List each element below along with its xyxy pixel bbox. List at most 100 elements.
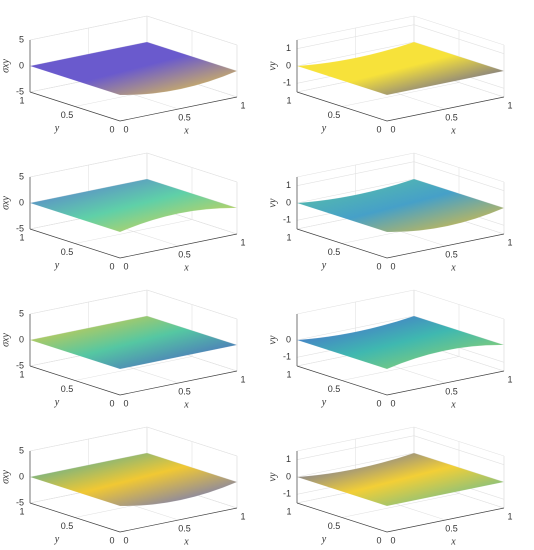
y-tick-label: 0 <box>109 398 114 408</box>
grid-line <box>341 493 460 518</box>
y-tick-label: 0 <box>109 535 114 545</box>
y-axis-label: y <box>54 534 60 545</box>
x-tick-label: 0 <box>390 124 395 134</box>
y-tick-label: 0.5 <box>328 110 341 120</box>
y-tick-label: 1 <box>286 232 291 242</box>
z-axis-label: σxy <box>0 196 11 210</box>
x-tick-label: 0.5 <box>178 112 191 122</box>
z-tick-label: -1 <box>283 489 291 499</box>
y-tick-label: 0.5 <box>328 247 341 257</box>
y-tick-label: 1 <box>286 506 291 516</box>
panel: -1 0 1 0 0.5 1 0 0.5 1 x y vy <box>267 15 513 136</box>
y-tick-label: 0.5 <box>328 384 341 394</box>
y-tick-label: 1 <box>19 506 24 516</box>
z-axis-label: σxy <box>0 59 11 73</box>
z-tick-label: 0 <box>19 197 24 207</box>
z-tick-label: 0 <box>19 471 24 481</box>
z-axis-label: vy <box>267 472 278 481</box>
z-tick-label: 0 <box>286 334 291 344</box>
z-axis-label: vy <box>267 61 278 70</box>
grid-line <box>341 82 460 107</box>
y-tick-label: 1 <box>19 369 24 379</box>
x-axis <box>386 370 505 396</box>
x-axis-label: x <box>450 125 456 136</box>
z-tick-label: -1 <box>283 78 291 88</box>
x-axis <box>119 96 238 122</box>
panel: -5 0 5 0 0.5 1 0 0.5 1 x y σxy <box>0 426 246 547</box>
y-axis <box>296 228 388 259</box>
x-tick-label: 0.5 <box>445 386 458 396</box>
y-tick-label: 0 <box>376 535 381 545</box>
surface <box>296 178 505 233</box>
surface <box>29 452 238 507</box>
x-tick-label: 1 <box>507 511 512 521</box>
z-tick-label: 0 <box>286 197 291 207</box>
y-axis-label: y <box>321 260 327 271</box>
x-axis-label: x <box>183 125 189 136</box>
z-tick-label: 1 <box>286 180 291 190</box>
x-tick-label: 1 <box>240 237 245 247</box>
y-axis <box>296 91 388 122</box>
x-tick-label: 1 <box>507 100 512 110</box>
x-axis <box>119 233 238 259</box>
y-tick-label: 0 <box>109 261 114 271</box>
y-axis <box>296 502 388 533</box>
x-tick-label: 1 <box>240 100 245 110</box>
x-tick-label: 0.5 <box>445 523 458 533</box>
z-axis-label: σxy <box>0 470 11 484</box>
x-tick-label: 1 <box>507 374 512 384</box>
panel: -5 0 5 0 0.5 1 0 0.5 1 x y σxy <box>0 289 246 410</box>
y-axis-label: y <box>54 123 60 134</box>
x-tick-label: 1 <box>507 237 512 247</box>
surface <box>29 315 238 370</box>
x-tick-label: 0 <box>390 261 395 271</box>
x-tick-label: 0 <box>123 398 128 408</box>
x-axis-label: x <box>183 399 189 410</box>
y-tick-label: 0 <box>376 124 381 134</box>
y-tick-label: 1 <box>286 369 291 379</box>
x-tick-label: 0 <box>123 124 128 134</box>
y-tick-label: 0 <box>376 398 381 408</box>
surface <box>29 178 238 233</box>
x-tick-label: 0 <box>390 535 395 545</box>
z-tick-label: -1 <box>283 352 291 362</box>
y-axis-label: y <box>321 534 327 545</box>
z-axis-label: vy <box>267 198 278 207</box>
panel: -5 0 5 0 0.5 1 0 0.5 1 x y σxy <box>0 152 246 273</box>
y-tick-label: 0 <box>109 124 114 134</box>
y-tick-label: 1 <box>286 95 291 105</box>
panel: -1 0 1 0 0.5 1 0 0.5 1 x y vy <box>267 152 513 273</box>
surface <box>296 452 505 507</box>
x-tick-label: 0.5 <box>445 249 458 259</box>
z-tick-label: 5 <box>19 34 24 44</box>
x-tick-label: 0.5 <box>178 249 191 259</box>
z-tick-label: 0 <box>286 471 291 481</box>
x-axis <box>119 370 238 396</box>
y-axis <box>29 91 121 122</box>
x-tick-label: 0 <box>390 398 395 408</box>
y-tick-label: 1 <box>19 232 24 242</box>
y-axis-label: y <box>321 397 327 408</box>
x-tick-label: 0.5 <box>178 386 191 396</box>
surface <box>296 41 505 96</box>
y-axis <box>29 502 121 533</box>
y-axis <box>29 365 121 396</box>
x-tick-label: 0.5 <box>445 112 458 122</box>
x-axis-label: x <box>183 262 189 273</box>
x-tick-label: 0 <box>123 535 128 545</box>
y-tick-label: 0.5 <box>328 521 341 531</box>
x-axis-label: x <box>450 536 456 547</box>
grid-line <box>341 356 460 381</box>
z-tick-label: 5 <box>19 445 24 455</box>
y-tick-label: 1 <box>19 95 24 105</box>
y-axis-label: y <box>321 123 327 134</box>
x-tick-label: 0.5 <box>178 523 191 533</box>
y-axis-label: y <box>54 260 60 271</box>
x-axis-label: x <box>450 399 456 410</box>
y-tick-label: 0 <box>376 261 381 271</box>
z-tick-label: 1 <box>286 43 291 53</box>
x-tick-label: 0 <box>123 261 128 271</box>
y-axis <box>296 365 388 396</box>
z-tick-label: 0 <box>19 60 24 70</box>
